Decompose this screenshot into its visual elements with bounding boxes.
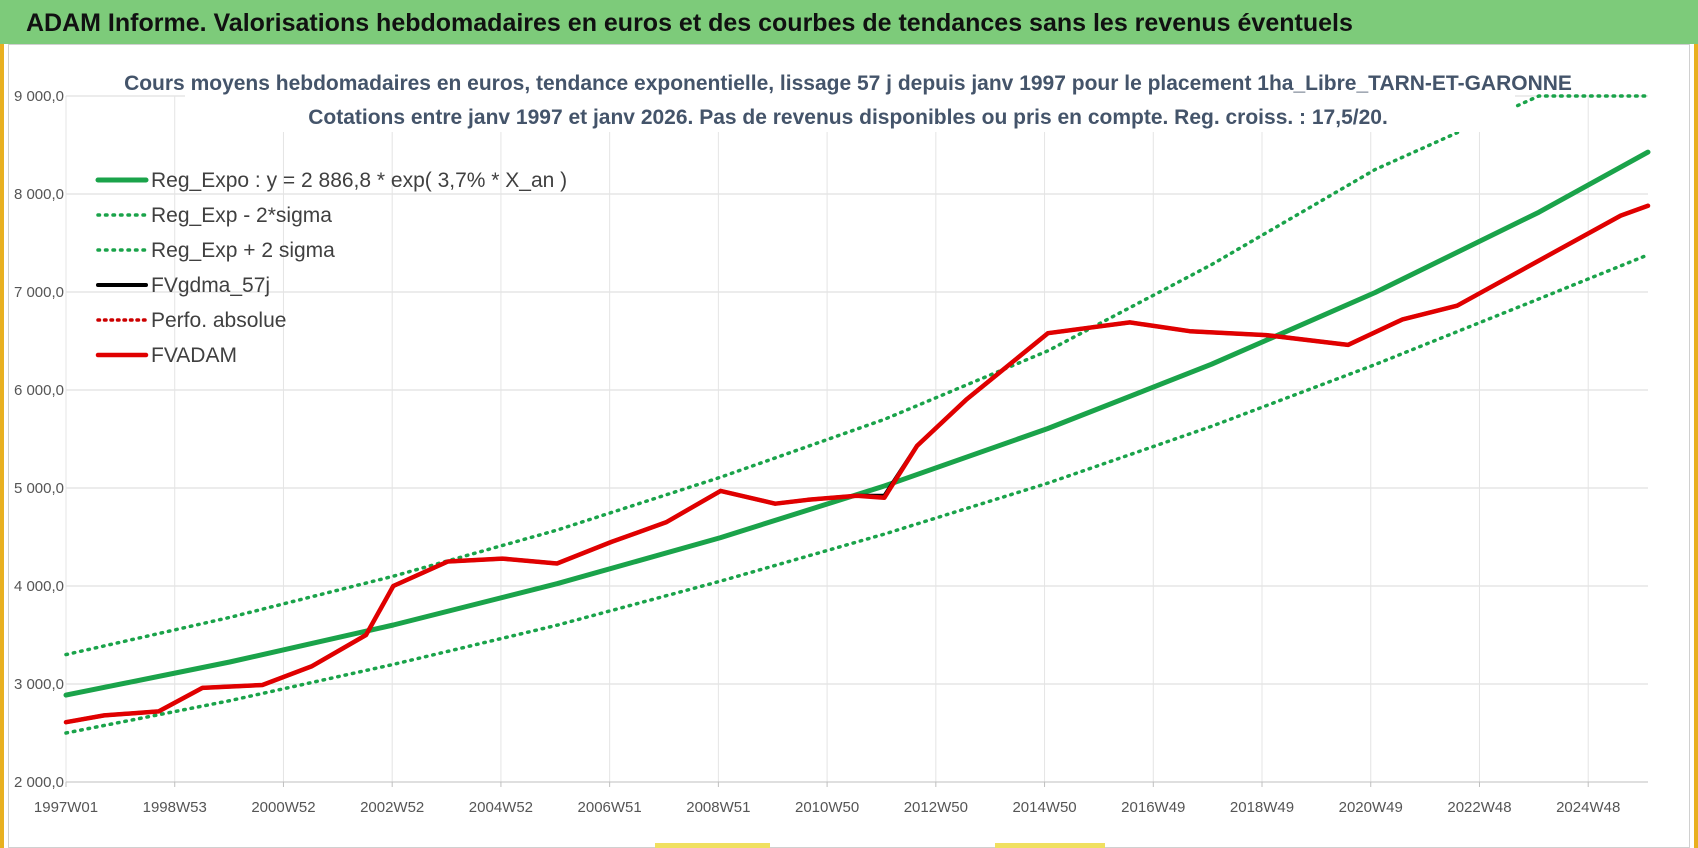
- y-tick-label: 4 000,0: [14, 578, 64, 595]
- x-tick-label: 1997W01: [34, 799, 98, 816]
- legend-entry-label: FVgdma_57j: [151, 274, 270, 297]
- y-tick-label: 8 000,0: [14, 186, 64, 203]
- reg-expo-line: [63, 149, 1651, 698]
- x-tick-label: 2010W50: [795, 799, 859, 816]
- series-layer: [63, 94, 1651, 735]
- x-tick-label: 2014W50: [1012, 799, 1076, 816]
- x-tick-label: 2002W52: [360, 799, 424, 816]
- page-banner-title: ADAM Informe. Valorisations hebdomadaire…: [0, 0, 1698, 44]
- y-tick-label: 6 000,0: [14, 382, 64, 399]
- x-tick-label: 2008W51: [686, 799, 750, 816]
- y-tick-label: 5 000,0: [14, 480, 64, 497]
- chart-title: Cours moyens hebdomadaires en euros, ten…: [124, 72, 1572, 95]
- x-tick-label: 2006W51: [578, 799, 642, 816]
- legend-entry-label: Reg_Exp + 2 sigma: [151, 239, 335, 262]
- bottom-accent-left: [655, 843, 770, 848]
- x-tick-label: 2020W49: [1339, 799, 1403, 816]
- reg-exp-minus-2sigma-line: [64, 253, 1650, 735]
- x-tick-label: 2004W52: [469, 799, 533, 816]
- legend-entry-label: FVADAM: [151, 344, 237, 367]
- x-tick-label: 2000W52: [251, 799, 315, 816]
- y-tick-label: 2 000,0: [14, 774, 64, 791]
- chart-subtitle: Cotations entre janv 1997 et janv 2026. …: [308, 106, 1388, 129]
- axis-layer: 2 000,0 3 000,0 4 000,0 5 000,0 6 000,0 7 000…: [14, 88, 1648, 816]
- x-tick-label: 2016W49: [1121, 799, 1185, 816]
- fvadam-line: [63, 203, 1651, 725]
- y-tick-label: 7 000,0: [14, 284, 64, 301]
- legend-entry-label: Reg_Expo : y = 2 886,8 * exp( 3,7% * X_a…: [151, 169, 567, 192]
- y-tick-label: 9 000,0: [14, 88, 64, 105]
- x-tick-label: 2022W48: [1447, 799, 1511, 816]
- x-tick-label: 2024W48: [1556, 799, 1620, 816]
- y-tick-label: 3 000,0: [14, 676, 64, 693]
- legend: Reg_Expo : y = 2 886,8 * exp( 3,7% * X_a…: [95, 169, 567, 367]
- x-tick-label: 1998W53: [143, 799, 207, 816]
- legend-entry-label: Reg_Exp - 2*sigma: [151, 204, 332, 227]
- x-tick-label: 2012W50: [904, 799, 968, 816]
- reg-exp-plus-2sigma-line: [64, 94, 1650, 657]
- bottom-accent-right: [995, 843, 1105, 848]
- x-tick-label: 2018W49: [1230, 799, 1294, 816]
- title-background: [185, 66, 1515, 132]
- legend-entry-label: Perfo. absolue: [151, 309, 286, 332]
- grid-layer: [65, 95, 1648, 783]
